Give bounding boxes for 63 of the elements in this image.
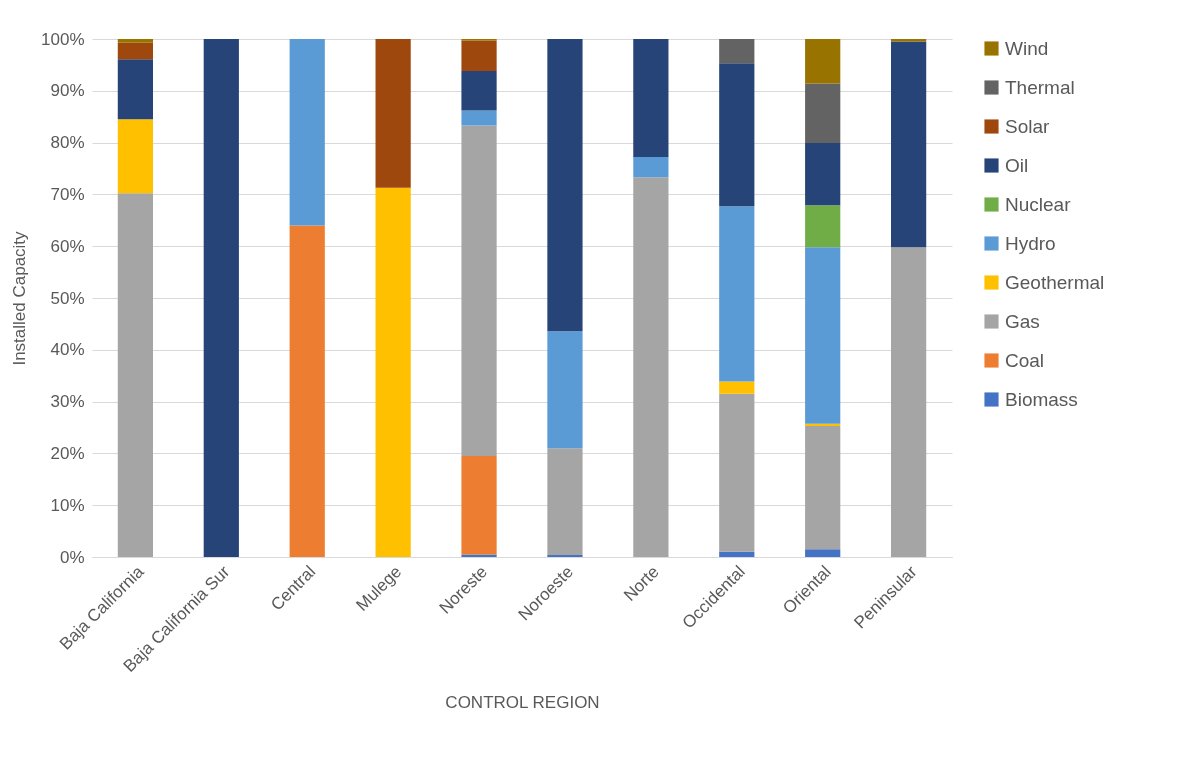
bar — [805, 423, 841, 426]
legend-label: Solar — [1005, 115, 1051, 137]
bar — [375, 39, 411, 188]
x-axis-title: CONTROL REGION — [445, 693, 600, 713]
y-tick-label: 50% — [50, 288, 85, 308]
bar — [547, 331, 583, 449]
bar — [117, 39, 153, 43]
bar — [719, 551, 755, 557]
bar — [719, 63, 755, 207]
legend-label: Thermal — [1005, 76, 1075, 98]
bar — [805, 247, 841, 424]
y-tick-label: 10% — [50, 495, 85, 515]
bar — [891, 39, 927, 42]
bar — [547, 39, 583, 332]
y-tick-label: 60% — [50, 236, 85, 256]
bar — [633, 39, 669, 158]
bar — [891, 41, 927, 248]
legend-label: Coal — [1005, 349, 1045, 371]
y-tick-label: 80% — [50, 133, 85, 153]
legend-label: Wind — [1005, 37, 1049, 59]
legend-label: Hydro — [1005, 232, 1056, 254]
bar — [375, 187, 411, 557]
y-tick-label: 30% — [50, 392, 85, 412]
bar — [117, 42, 153, 60]
bar — [117, 59, 153, 120]
bar — [719, 39, 755, 64]
bar — [117, 193, 153, 557]
bar — [805, 143, 841, 206]
bar — [461, 110, 497, 126]
bar — [117, 119, 153, 194]
legend-label: Geothermal — [1005, 271, 1105, 293]
y-tick-label: 20% — [50, 443, 85, 463]
bar — [719, 381, 755, 394]
bar — [805, 83, 841, 144]
bar — [461, 455, 497, 555]
y-tick-label: 90% — [50, 81, 85, 101]
y-tick-label: 70% — [50, 184, 85, 204]
bar — [461, 554, 497, 557]
bar — [719, 393, 755, 552]
legend-label: Oil — [1005, 154, 1029, 176]
bar — [719, 206, 755, 382]
y-axis-title: Installed Capacity — [10, 230, 30, 366]
bar — [289, 225, 325, 557]
y-tick-label: 100% — [41, 29, 85, 49]
bar — [805, 549, 841, 557]
y-tick-label: 40% — [50, 340, 85, 360]
bar — [805, 205, 841, 248]
bar — [461, 71, 497, 111]
bar — [289, 39, 325, 226]
bar — [203, 39, 239, 557]
bar — [633, 157, 669, 178]
legend-label: Biomass — [1005, 388, 1078, 410]
bar — [805, 425, 841, 550]
y-tick-label: 0% — [59, 547, 85, 567]
bar — [461, 125, 497, 456]
bar — [547, 448, 583, 555]
bar — [547, 554, 583, 557]
legend-label: Gas — [1005, 310, 1040, 332]
bar — [891, 247, 927, 557]
legend-label: Nuclear — [1005, 193, 1072, 215]
bar — [805, 39, 841, 84]
bar — [461, 40, 497, 72]
bar — [633, 177, 669, 557]
